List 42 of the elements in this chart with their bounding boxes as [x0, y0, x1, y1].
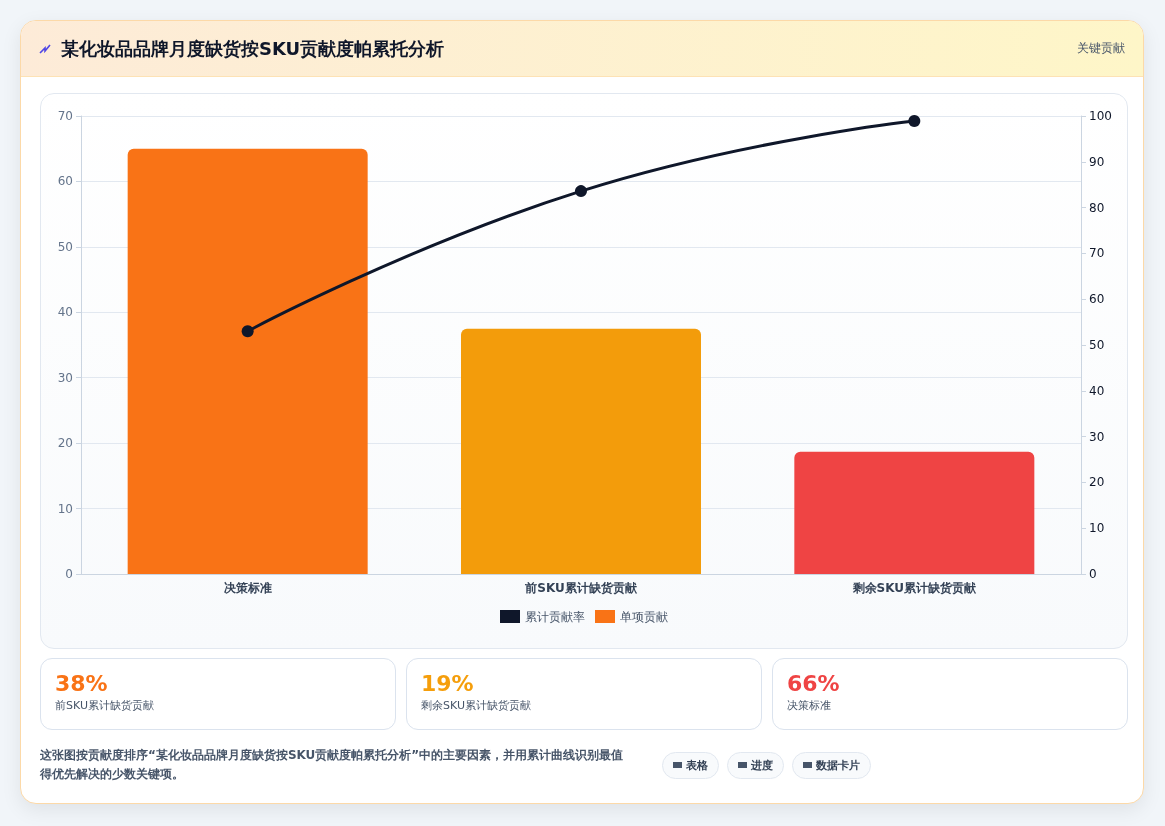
y-tick-label: 40	[57, 305, 73, 320]
y2-tick-label: 60	[1089, 292, 1105, 307]
point	[575, 185, 587, 198]
bar	[461, 328, 701, 574]
y-tick-label: 0	[65, 567, 73, 581]
y2-tick-label: 70	[1089, 246, 1105, 261]
bar	[127, 148, 368, 574]
y2-tick-label: 40	[1089, 383, 1105, 398]
text: 这张图按贡献度排序“某化妆品品牌月度缺货按SKU贡献度帕累托分析”中的主要因素，并用累计曲线识别最值得优先解决的少数关键项。	[40, 747, 625, 783]
point	[908, 115, 921, 128]
chart-title: 某化妆品品牌月度缺货按SKU贡献度帕累托分析	[61, 36, 446, 61]
text: 66%	[787, 671, 841, 696]
y2-tick-label: 30	[1089, 429, 1105, 444]
category-label: 前SKU累计缺货贡献	[55, 698, 155, 713]
text: 进度	[727, 751, 784, 779]
y-tick-label: 20	[57, 436, 73, 451]
text: 表格	[662, 751, 719, 779]
text: 关键贡献	[1077, 40, 1125, 57]
legend-label: 单项贡献	[620, 609, 668, 624]
bar	[794, 451, 1035, 574]
y-tick-label: 60	[57, 174, 73, 189]
y2-tick-label: 100	[1089, 109, 1112, 123]
legend-label: 累计贡献率	[525, 609, 585, 624]
point	[241, 325, 254, 338]
x-tick-label: 决策标准	[223, 581, 272, 595]
y-tick-label: 70	[57, 109, 73, 123]
text: 数据卡片	[792, 751, 871, 779]
y2-tick-label: 10	[1089, 521, 1105, 536]
y2-tick-label: 50	[1089, 338, 1105, 352]
y2-tick-label: 0	[1089, 567, 1097, 581]
text: 19%	[421, 671, 475, 696]
y2-tick-label: 20	[1089, 475, 1105, 490]
y2-tick-label: 90	[1089, 154, 1105, 169]
category-label: 剩余SKU累计缺货贡献	[421, 698, 532, 713]
x-tick-label: 前SKU累计缺货贡献	[524, 581, 638, 595]
y2-tick-label: 80	[1089, 200, 1105, 215]
y-tick-label: 10	[57, 501, 73, 516]
category-label: 决策标准	[787, 698, 832, 713]
y-tick-label: 30	[57, 370, 73, 385]
x-tick-label: 剩余SKU累计缺货贡献	[851, 581, 978, 595]
y-tick-label: 50	[57, 239, 73, 254]
text: 38%	[55, 671, 109, 696]
